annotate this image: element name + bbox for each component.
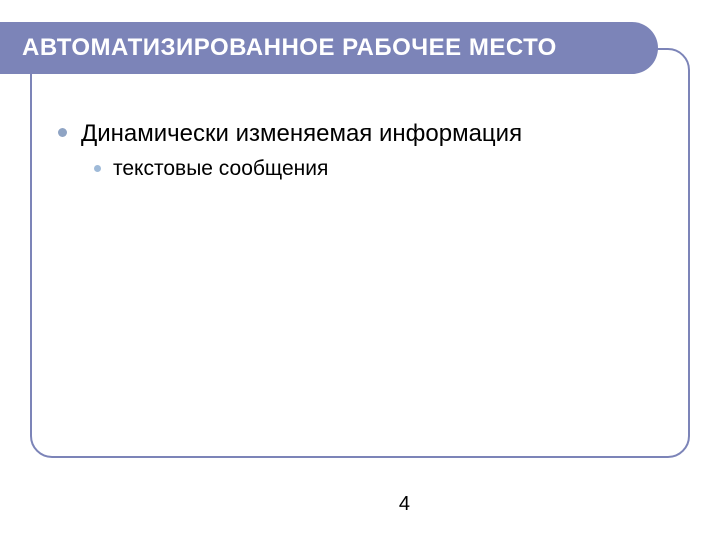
page-number: 4 bbox=[399, 493, 410, 516]
content-box bbox=[30, 48, 690, 458]
title-bar: АВТОМАТИЗИРОВАННОЕ РАБОЧЕЕ МЕСТО bbox=[0, 22, 658, 74]
slide-title: АВТОМАТИЗИРОВАННОЕ РАБОЧЕЕ МЕСТО bbox=[22, 34, 557, 62]
